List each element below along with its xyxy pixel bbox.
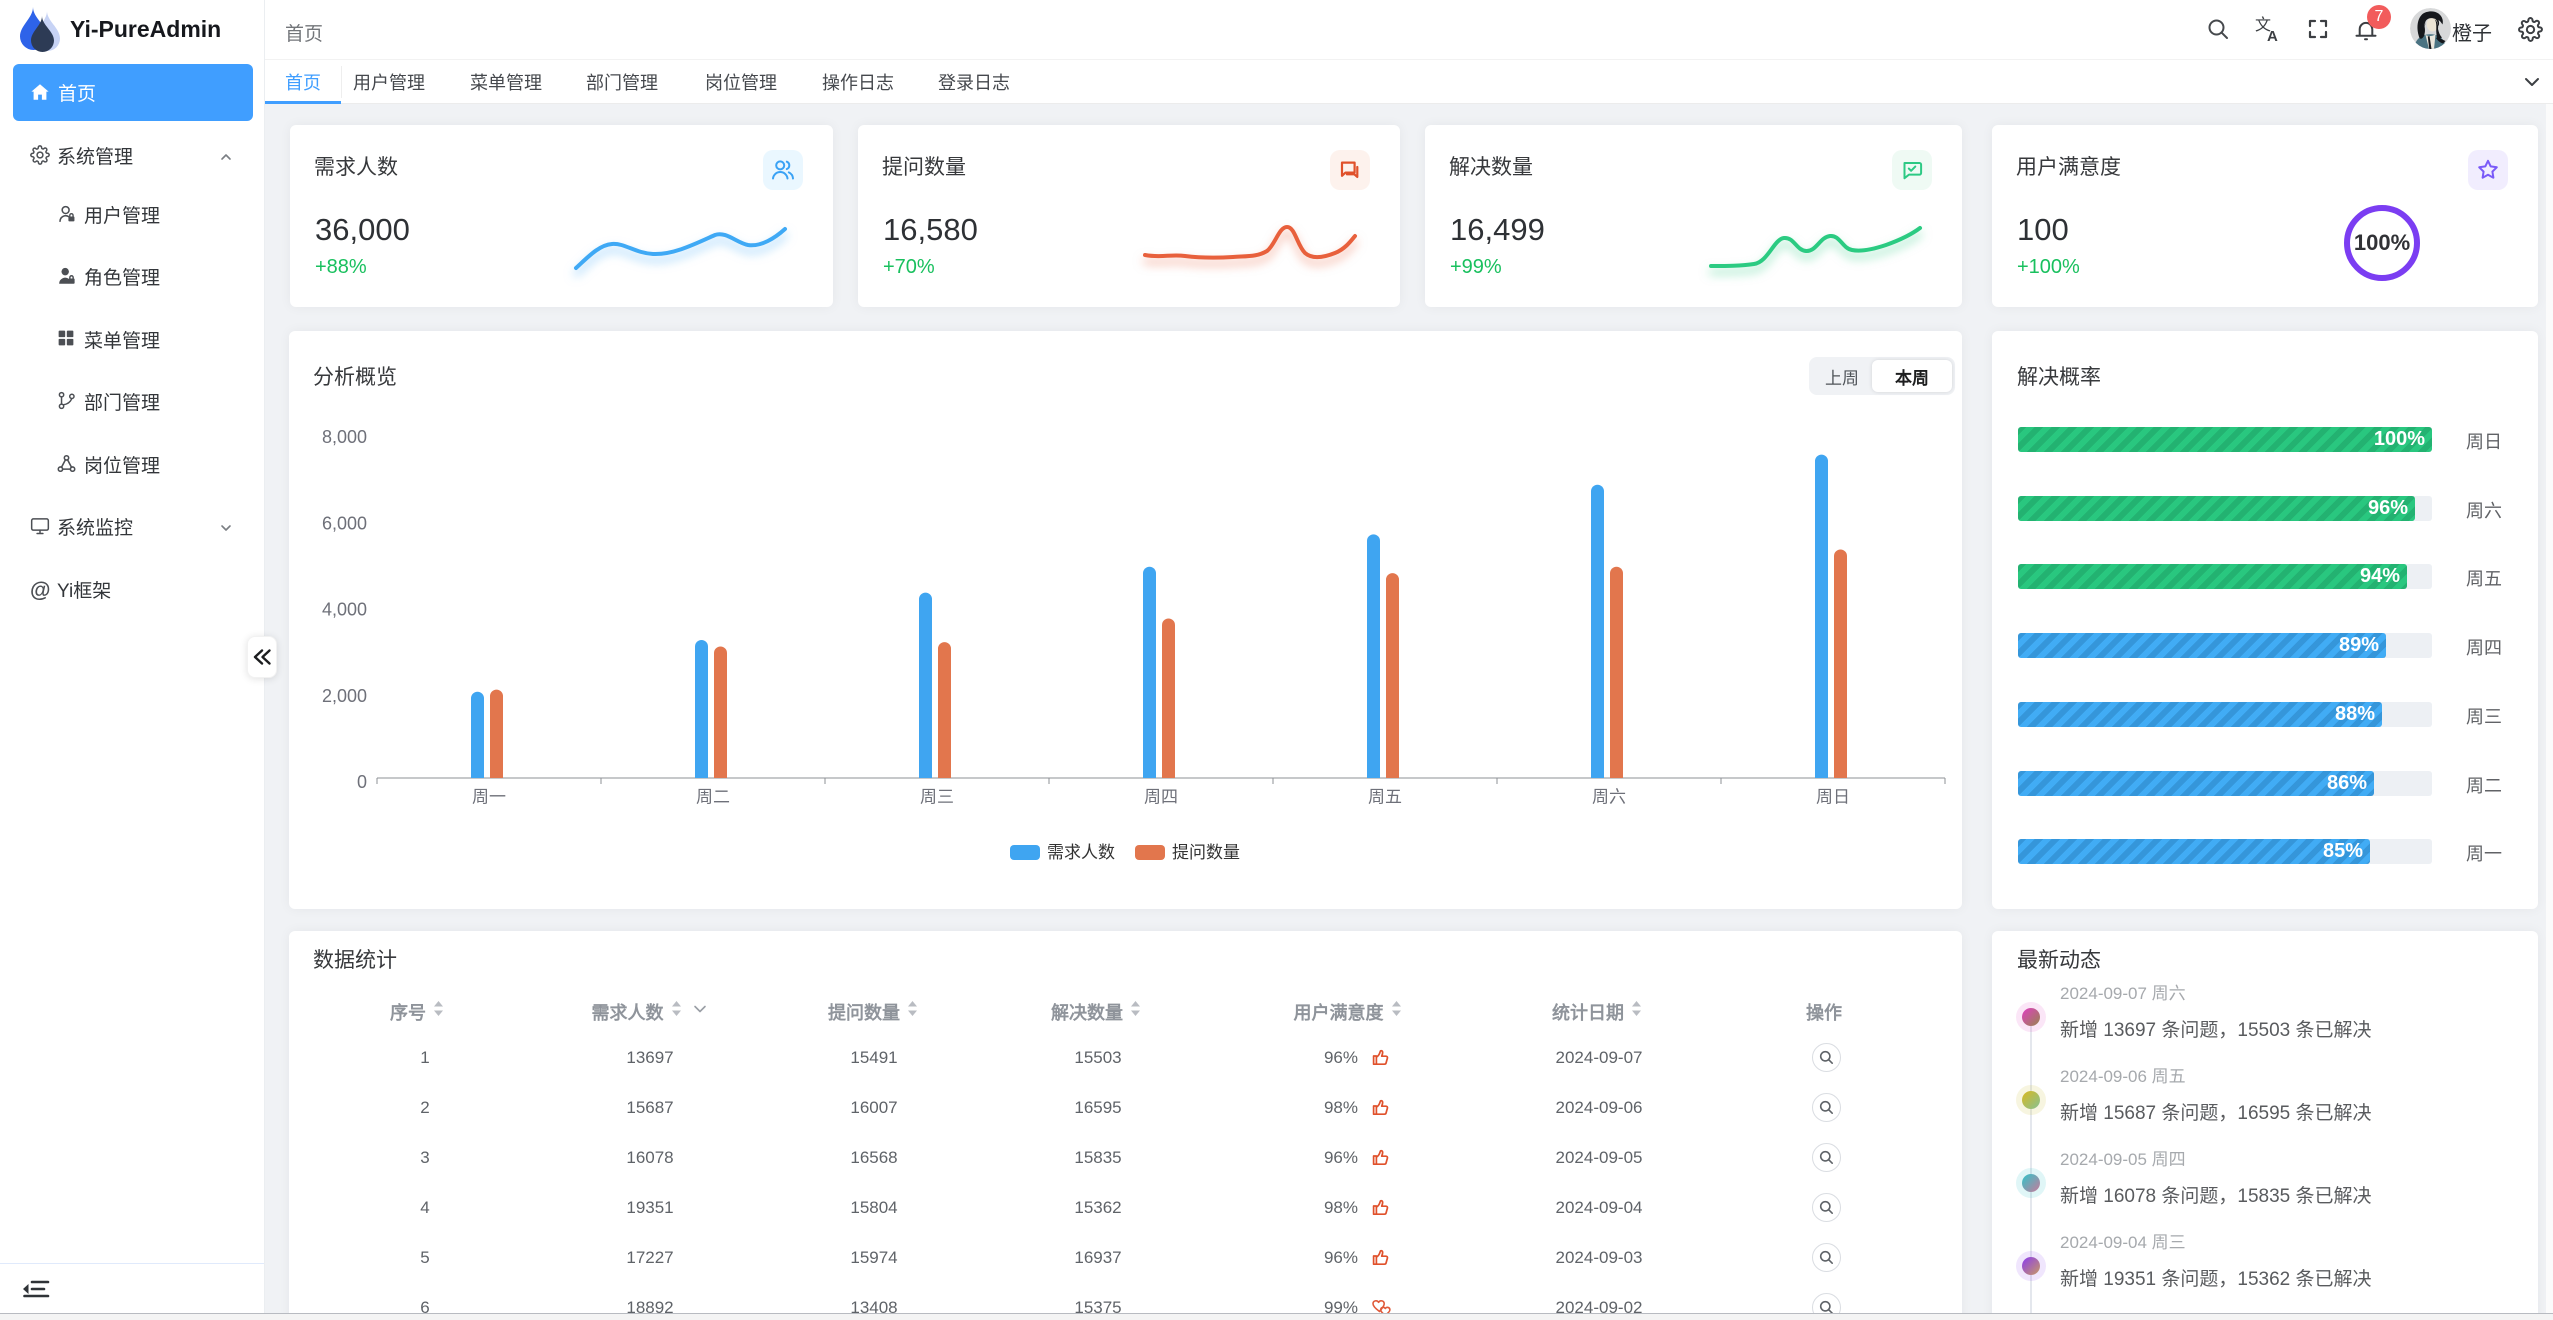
svg-text:周一: 周一	[472, 788, 506, 807]
svg-text:周二: 周二	[696, 788, 730, 807]
svg-text:需求人数: 需求人数	[1047, 843, 1115, 862]
svg-text:0: 0	[357, 772, 367, 792]
svg-text:周六: 周六	[1592, 788, 1626, 807]
svg-text:A: A	[2267, 28, 2278, 42]
svg-text:周四: 周四	[1144, 788, 1178, 807]
svg-text:2,000: 2,000	[322, 686, 367, 706]
svg-text:4,000: 4,000	[322, 600, 367, 620]
svg-text:6,000: 6,000	[322, 513, 367, 533]
svg-text:文: 文	[2255, 16, 2271, 34]
svg-text:周三: 周三	[920, 788, 954, 807]
svg-text:周日: 周日	[1816, 788, 1850, 807]
svg-text:周五: 周五	[1368, 788, 1402, 807]
svg-text:提问数量: 提问数量	[1172, 843, 1240, 862]
svg-text:8,000: 8,000	[322, 427, 367, 447]
